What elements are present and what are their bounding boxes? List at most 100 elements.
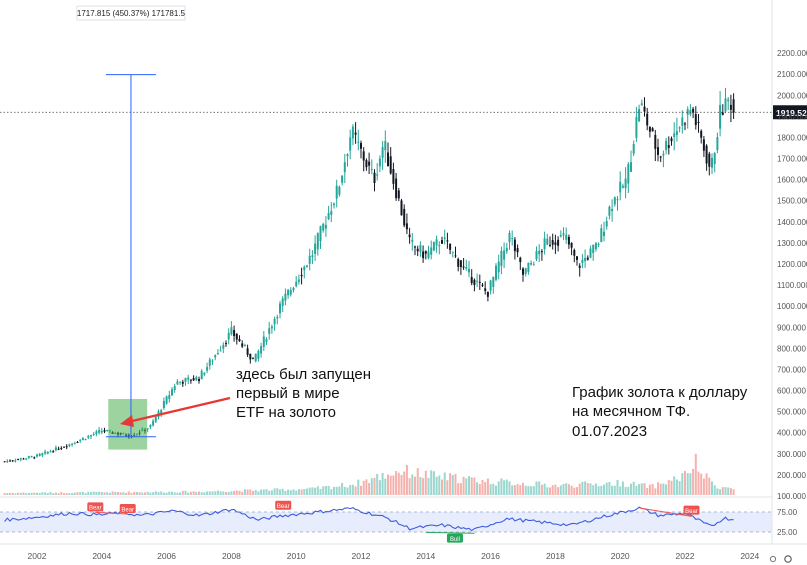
- volume-bar: [333, 486, 335, 495]
- etf-note-line-2: первый в мире: [236, 385, 340, 402]
- time-tick-label: 2014: [416, 551, 435, 561]
- volume-bar: [357, 479, 360, 495]
- time-tick-label: 2004: [92, 551, 111, 561]
- candle-body: [306, 265, 308, 267]
- candle-body: [597, 244, 600, 246]
- candle-body: [608, 206, 611, 216]
- candle-body: [149, 425, 152, 428]
- price-tick-label: 1000.000: [777, 302, 807, 311]
- volume-bar: [60, 492, 63, 495]
- volume-bar: [146, 491, 149, 495]
- volume-bar: [519, 485, 522, 495]
- candle-body: [627, 164, 630, 184]
- volume-bar: [171, 491, 173, 495]
- candle-body: [30, 456, 33, 458]
- price-tick-label: 2100.000: [777, 70, 807, 79]
- volume-bar: [713, 485, 716, 495]
- volume-bar: [11, 492, 14, 495]
- candle-body: [300, 274, 303, 277]
- candle-body: [249, 353, 252, 360]
- candle-body: [181, 381, 184, 384]
- volume-bar: [530, 486, 533, 495]
- volume-bar: [265, 489, 268, 495]
- candle-body: [192, 378, 195, 381]
- candle-body: [392, 169, 395, 184]
- volume-bar: [376, 473, 379, 495]
- candle-body: [635, 117, 638, 138]
- time-axis[interactable]: 2002 2004 2006 2008 2010 2012 2014 2016 2018 2020…: [28, 551, 760, 561]
- volume-bar: [308, 487, 311, 495]
- candle-body: [724, 98, 727, 112]
- candle-body: [90, 435, 92, 437]
- volume-bar: [138, 492, 141, 495]
- volume-bar: [192, 491, 195, 495]
- candle-body: [403, 208, 406, 226]
- candle-body: [146, 428, 149, 430]
- volume-bar: [149, 492, 152, 495]
- rsi-level-label: 75.00: [777, 508, 798, 517]
- chart-note-line-1: График золота к доллару: [572, 384, 748, 401]
- candle-body: [567, 236, 570, 245]
- candle-body: [678, 127, 681, 129]
- volume-bar: [422, 478, 425, 495]
- volume-bar: [387, 474, 389, 495]
- candle-body: [270, 326, 273, 329]
- etf-arrow-head: [120, 415, 134, 427]
- candle-body: [527, 262, 530, 272]
- volume-bar: [559, 485, 562, 495]
- volume-bar: [481, 479, 484, 495]
- volume-bar: [476, 482, 479, 495]
- volume-bar: [441, 479, 443, 495]
- candle-body: [71, 443, 74, 445]
- volume-bar: [324, 485, 327, 495]
- volume-bar: [216, 490, 219, 495]
- candle-body: [308, 255, 311, 264]
- candle-body: [378, 158, 381, 167]
- volume-bar: [314, 487, 317, 495]
- candle-body: [341, 175, 344, 183]
- volume-bar: [165, 492, 168, 495]
- price-axis[interactable]: 1919.525 2200.000 2100.000 2000.000 1900.000…: [771, 0, 807, 544]
- scroll-button-icon[interactable]: [769, 555, 777, 563]
- candle-body: [640, 103, 643, 106]
- candle-body: [362, 151, 365, 161]
- price-tick-label: 1600.000: [777, 176, 807, 185]
- volume-bar: [589, 483, 592, 495]
- volume-bar: [551, 485, 554, 495]
- volume-bar: [416, 468, 419, 495]
- rsi-pane[interactable]: 25.00 75.00 Bear Bear Bear Bear Bull: [0, 500, 807, 545]
- candle-body: [211, 360, 214, 362]
- volume-bar: [235, 490, 238, 495]
- price-tick-label: 1800.000: [777, 133, 807, 142]
- candle-body: [589, 248, 592, 258]
- volume-bar: [497, 481, 500, 495]
- candle-body: [700, 130, 703, 138]
- volume-bar: [135, 492, 138, 495]
- candle-body: [713, 153, 716, 165]
- candle-body: [711, 157, 713, 168]
- volume-bar: [638, 484, 641, 495]
- settings-gear-icon[interactable]: [784, 555, 792, 563]
- candle-body: [370, 168, 373, 170]
- volume-bar: [103, 492, 106, 495]
- candle-body: [233, 330, 236, 337]
- candle-body: [716, 137, 719, 151]
- volume-bar: [729, 488, 732, 495]
- volume-bar: [125, 492, 128, 495]
- candle-body: [586, 257, 589, 260]
- candle-body: [235, 333, 238, 340]
- volume-bar: [400, 474, 403, 495]
- volume-bar: [292, 489, 295, 495]
- volume-bar: [438, 475, 441, 495]
- candle-body: [686, 109, 689, 115]
- price-pane[interactable]: [0, 87, 772, 498]
- candle-body: [638, 108, 641, 122]
- volume-bar: [52, 493, 55, 495]
- volume-bar: [594, 483, 597, 495]
- volume-bar: [586, 483, 589, 495]
- volume-bar: [689, 473, 692, 495]
- candle-body: [311, 255, 314, 258]
- candle-body: [106, 429, 109, 431]
- candle-body: [368, 161, 371, 166]
